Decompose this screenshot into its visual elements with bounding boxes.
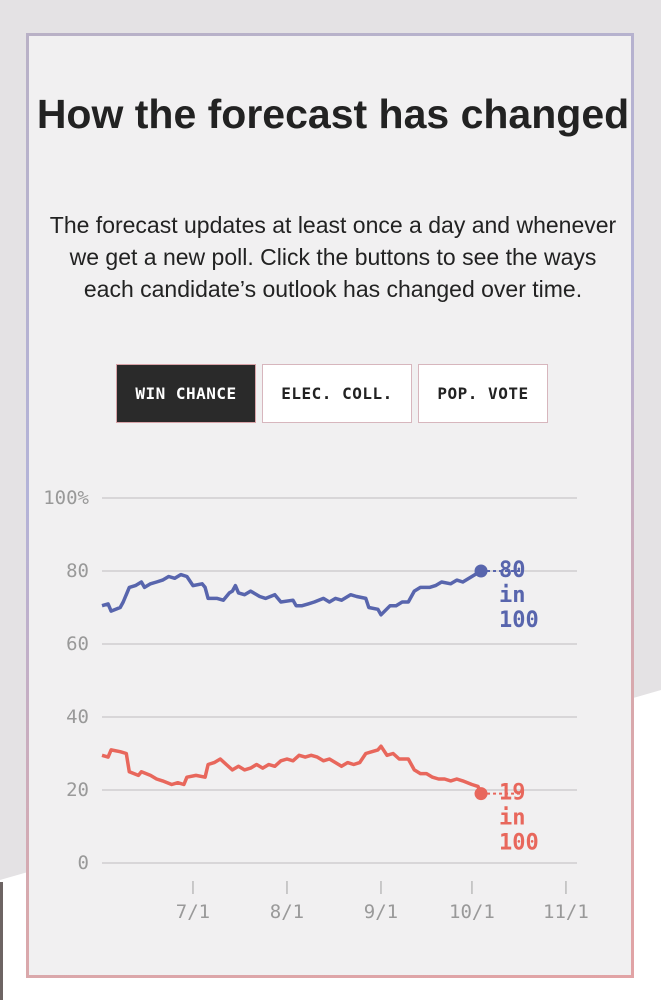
y-tick-label: 0 [78, 852, 89, 874]
tab-elec-coll[interactable]: ELEC. COLL. [262, 364, 412, 423]
end-point [474, 564, 488, 578]
y-tick-label: 20 [66, 779, 89, 801]
end-label-line: in [499, 806, 526, 831]
y-tick-label: 60 [66, 633, 89, 655]
forecast-card: How the forecast has changed The forecas… [26, 33, 634, 978]
x-tick-label: 11/1 [543, 901, 589, 923]
y-tick-label: 40 [66, 706, 89, 728]
description: The forecast updates at least once a day… [49, 212, 617, 302]
tab-win-chance[interactable]: WIN CHANCE [116, 364, 256, 423]
end-label: 19 in 100 [499, 781, 539, 856]
end-label-line: 80 [499, 558, 526, 583]
x-tick-label: 9/1 [364, 901, 398, 923]
end-label-line: 19 [499, 781, 526, 806]
x-tick-label: 7/1 [176, 901, 210, 923]
page-title: How the forecast has changed [36, 91, 630, 137]
series-line [101, 744, 483, 795]
y-tick-label: 80 [66, 560, 89, 582]
end-label-line: 100 [499, 608, 539, 633]
end-point [474, 787, 488, 801]
x-tick-label: 8/1 [270, 901, 304, 923]
y-tick-label: 100% [43, 487, 89, 509]
series-line [101, 569, 482, 617]
end-label-line: 100 [499, 831, 539, 856]
tab-pop-vote[interactable]: POP. VOTE [418, 364, 548, 423]
end-label-line: in [499, 583, 526, 608]
x-tick-label: 10/1 [449, 901, 495, 923]
end-label: 80 in 100 [499, 558, 539, 633]
